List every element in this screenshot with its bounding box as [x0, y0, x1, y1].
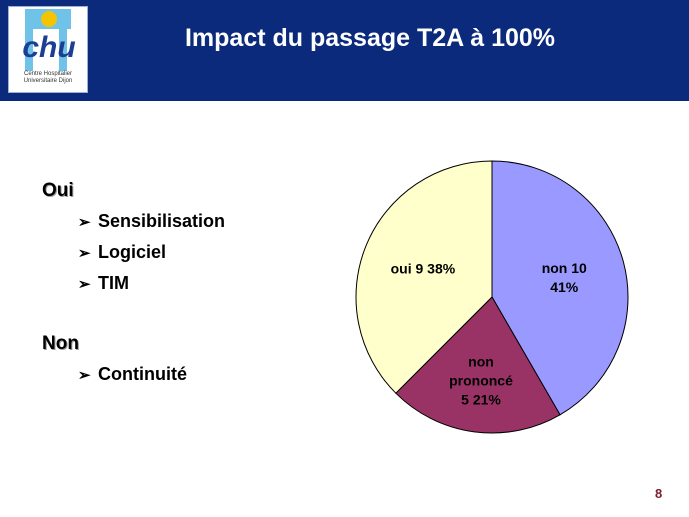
pie-slice-0: [491, 160, 629, 416]
pie-slice-2: [355, 160, 493, 394]
oui-bullet-1-text: Sensibilisation: [98, 211, 226, 231]
pie-label-1-0: non: [468, 354, 494, 370]
arrow-bullet-icon: ➢: [78, 214, 91, 231]
arrow-bullet-icon: ➢: [78, 245, 91, 262]
chu-logo: chu Centre Hospitalier Universitaire Dij…: [8, 6, 88, 93]
logo-graphic: chu: [22, 9, 76, 71]
pie-label-2-0: oui 9 38%: [391, 260, 456, 276]
logo-line-1: Centre Hospitalier: [23, 71, 73, 77]
pie-label-0-1: 41%: [550, 279, 579, 295]
oui-bullet-3: ➢ TIM: [78, 273, 129, 294]
page-number: 8: [655, 486, 663, 501]
arrow-bullet-icon: ➢: [78, 276, 91, 293]
arrow-bullet-icon: ➢: [78, 367, 91, 384]
oui-bullet-2-text: Logiciel: [98, 242, 167, 262]
logo-line-2: Universitaire Dijon: [23, 78, 73, 84]
non-bullet-1: ➢ Continuité: [78, 364, 187, 385]
oui-bullet-3-text: TIM: [98, 273, 129, 293]
non-heading: Non: [42, 333, 79, 354]
slide-title: Impact du passage T2A à 100%: [184, 24, 556, 52]
oui-bullet-2: ➢ Logiciel: [78, 242, 166, 263]
pie-label-0-0: non 10: [542, 260, 587, 276]
logo-wordmark: chu: [22, 31, 75, 64]
pie-label-1-1: prononcé: [449, 373, 513, 389]
header-bar: chu Centre Hospitalier Universitaire Dij…: [0, 0, 689, 101]
oui-heading: Oui: [42, 180, 74, 201]
oui-bullet-1: ➢ Sensibilisation: [78, 211, 225, 232]
pie-slice-1: [395, 296, 561, 434]
pie-label-1-2: 5 21%: [461, 392, 501, 408]
non-bullet-1-text: Continuité: [98, 364, 187, 384]
